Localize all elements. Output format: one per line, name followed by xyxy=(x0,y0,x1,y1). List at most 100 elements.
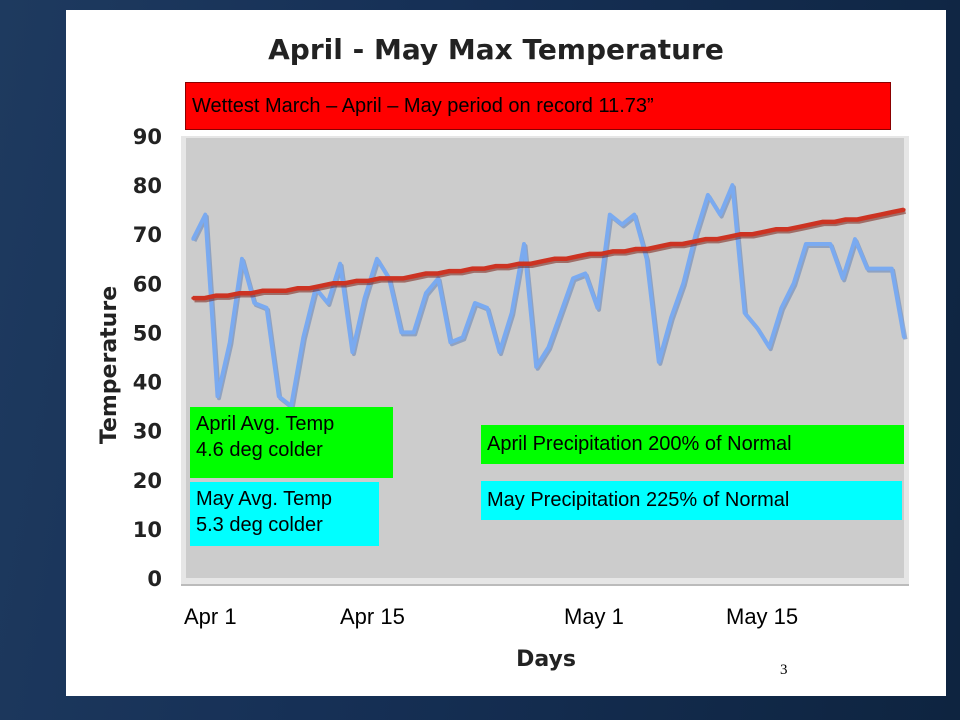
normal-temp-line xyxy=(193,207,905,301)
normal-temp-point xyxy=(879,213,883,217)
may-temp-note: May Avg. Temp 5.3 deg colder xyxy=(190,482,379,546)
actual-temp-point xyxy=(620,222,624,226)
y-tick-label: 70 xyxy=(133,223,162,247)
normal-temp-point xyxy=(284,289,288,293)
actual-temp-point xyxy=(828,242,833,246)
x-axis-label: Days xyxy=(516,647,576,672)
normal-temp-point xyxy=(296,286,300,290)
slide: April - May Max Temperature 0 10 20 30 40 50 6… xyxy=(66,10,946,696)
normal-temp-point xyxy=(750,232,755,236)
temperature-chart: April - May Max Temperature 0 10 20 30 40 50 6… xyxy=(97,33,909,672)
normal-temp-point xyxy=(401,276,405,280)
normal-temp-point xyxy=(412,274,417,278)
actual-temp-point xyxy=(350,350,354,354)
actual-temp-point xyxy=(473,301,477,305)
actual-temp-point xyxy=(289,404,293,408)
actual-temp-point xyxy=(534,365,538,369)
actual-temp-point xyxy=(338,262,342,266)
actual-temp-point xyxy=(902,335,906,339)
normal-temp-point xyxy=(587,252,591,256)
normal-temp-point xyxy=(739,232,743,236)
normal-temp-point xyxy=(506,264,510,268)
actual-temp-point xyxy=(215,394,220,398)
normal-temp-point xyxy=(657,244,661,249)
y-tick-label: 60 xyxy=(133,272,162,296)
y-tick-label: 80 xyxy=(133,174,162,198)
normal-temp-point xyxy=(844,217,848,222)
normal-temp-point xyxy=(191,296,195,300)
actual-temp-point xyxy=(485,306,489,310)
y-axis-label: Temperature xyxy=(97,286,122,444)
normal-temp-point xyxy=(797,225,801,229)
y-tick-label: 0 xyxy=(147,567,162,591)
actual-temp-point xyxy=(497,350,502,354)
series-layer xyxy=(191,183,908,411)
actual-temp-point xyxy=(669,316,673,320)
y-tick-label: 40 xyxy=(133,371,162,395)
normal-temp-point xyxy=(331,281,335,285)
normal-temp-point xyxy=(774,227,778,231)
actual-temp-point xyxy=(546,345,551,349)
normal-temp-point xyxy=(529,262,533,266)
actual-temp-point xyxy=(877,267,882,271)
actual-temp-point xyxy=(657,360,661,364)
actual-temp-point xyxy=(890,267,894,271)
normal-temp-point xyxy=(809,222,813,226)
april-temp-line-2: 4.6 deg colder xyxy=(196,439,323,461)
normal-temp-point xyxy=(867,215,871,219)
y-tick-label: 90 xyxy=(133,125,162,149)
actual-temp-point xyxy=(522,242,526,246)
record-banner: Wettest March – April – May period on re… xyxy=(185,82,891,130)
actual-temp-point xyxy=(277,394,281,398)
actual-temp-point xyxy=(853,237,857,241)
normal-temp-point xyxy=(622,249,626,253)
actual-temp-point xyxy=(399,330,403,334)
april-temp-note: April Avg. Temp 4.6 deg colder xyxy=(190,407,393,478)
x-tick-apr-15: Apr 15 xyxy=(340,604,405,629)
normal-temp-point xyxy=(354,279,358,283)
page-number: 3 xyxy=(780,662,788,678)
actual-temp-point xyxy=(203,213,207,217)
y-axis-ticks: 0 10 20 30 40 50 60 70 80 90 xyxy=(133,125,162,591)
actual-temp-point xyxy=(265,306,269,310)
actual-temp-point xyxy=(375,257,379,261)
actual-temp-point xyxy=(448,340,452,344)
normal-temp-point xyxy=(890,210,894,214)
may-precip-note: May Precipitation 225% of Normal xyxy=(481,481,902,520)
normal-temp-point xyxy=(389,276,393,280)
actual-temp-point xyxy=(240,257,244,261)
actual-temp-point xyxy=(755,325,759,330)
normal-temp-point xyxy=(238,291,242,295)
may-temp-line-1: May Avg. Temp xyxy=(196,488,332,510)
normal-temp-point xyxy=(692,240,696,244)
actual-temp-point xyxy=(792,281,796,285)
actual-temp-point xyxy=(645,257,649,261)
actual-temp-point xyxy=(730,183,735,187)
actual-temp-point xyxy=(632,213,636,217)
normal-temp-point xyxy=(715,237,720,241)
normal-temp-point xyxy=(261,289,265,293)
normal-temp-point xyxy=(203,296,207,300)
normal-temp-point xyxy=(541,259,545,263)
normal-temp-point xyxy=(785,227,790,231)
actual-temp-point xyxy=(583,271,587,276)
actual-temp-point xyxy=(681,281,685,285)
normal-temp-point xyxy=(902,208,906,212)
actual-temp-point xyxy=(595,306,600,310)
april-temp-line-1: April Avg. Temp xyxy=(196,413,335,435)
normal-temp-point xyxy=(669,242,673,246)
actual-temp-point xyxy=(804,242,808,246)
normal-temp-point xyxy=(226,294,230,298)
actual-temp-point xyxy=(252,301,256,305)
actual-temp-point xyxy=(191,237,195,241)
actual-temp-point xyxy=(363,296,367,300)
normal-temp-point xyxy=(646,247,650,251)
normal-temp-point xyxy=(576,254,580,258)
actual-temp-point xyxy=(841,276,845,280)
normal-temp-point xyxy=(447,269,451,273)
normal-temp-point xyxy=(680,242,685,246)
normal-temp-point xyxy=(855,217,860,222)
april-precip-note: April Precipitation 200% of Normal xyxy=(481,425,904,464)
actual-temp-point xyxy=(326,301,330,305)
x-tick-may-15: May 15 xyxy=(726,604,798,629)
